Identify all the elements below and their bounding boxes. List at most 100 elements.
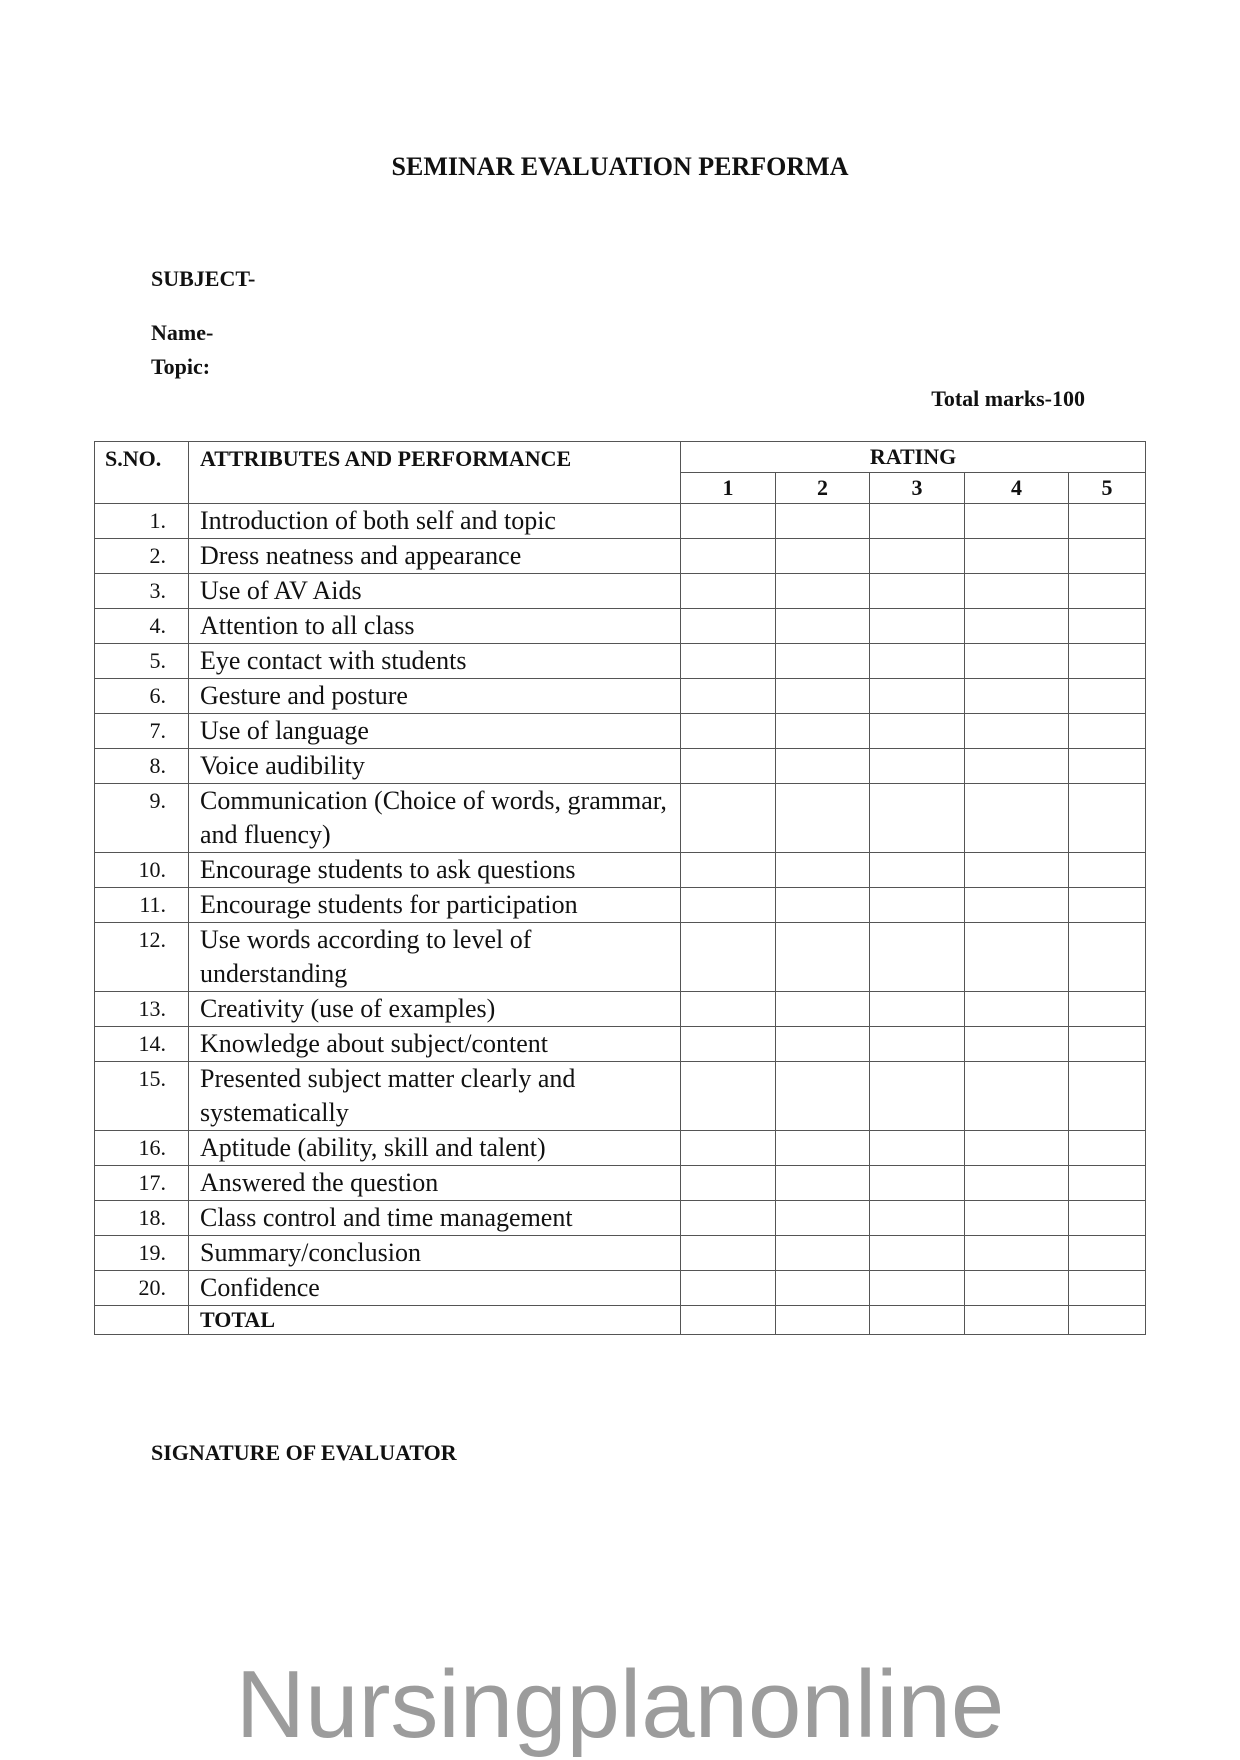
total-cell-4[interactable]	[964, 1305, 1069, 1335]
rating-cell-5[interactable]	[1067, 1200, 1147, 1236]
rating-cell-2[interactable]	[775, 783, 870, 853]
rating-cell-3[interactable]	[869, 678, 965, 714]
rating-cell-4[interactable]	[964, 503, 1069, 539]
rating-cell-1[interactable]	[680, 852, 776, 888]
rating-cell-4[interactable]	[964, 748, 1069, 784]
rating-cell-1[interactable]	[680, 1026, 776, 1062]
rating-cell-4[interactable]	[964, 991, 1069, 1027]
rating-cell-1[interactable]	[680, 643, 776, 679]
rating-cell-2[interactable]	[775, 991, 870, 1027]
total-cell-1[interactable]	[680, 1305, 776, 1335]
rating-cell-4[interactable]	[964, 643, 1069, 679]
rating-cell-4[interactable]	[964, 573, 1069, 609]
rating-cell-3[interactable]	[869, 748, 965, 784]
rating-cell-1[interactable]	[680, 503, 776, 539]
rating-cell-1[interactable]	[680, 1165, 776, 1201]
rating-cell-3[interactable]	[869, 852, 965, 888]
rating-cell-5[interactable]	[1067, 852, 1147, 888]
rating-cell-4[interactable]	[964, 922, 1069, 992]
total-cell-2[interactable]	[775, 1305, 870, 1335]
rating-cell-3[interactable]	[869, 922, 965, 992]
rating-cell-2[interactable]	[775, 1061, 870, 1131]
rating-cell-3[interactable]	[869, 991, 965, 1027]
rating-cell-3[interactable]	[869, 713, 965, 749]
rating-cell-3[interactable]	[869, 887, 965, 923]
rating-cell-3[interactable]	[869, 1026, 965, 1062]
rating-cell-3[interactable]	[869, 1061, 965, 1131]
rating-cell-4[interactable]	[964, 538, 1069, 574]
rating-cell-5[interactable]	[1067, 713, 1147, 749]
rating-cell-4[interactable]	[964, 1026, 1069, 1062]
rating-cell-1[interactable]	[680, 748, 776, 784]
rating-cell-1[interactable]	[680, 713, 776, 749]
rating-cell-1[interactable]	[680, 1200, 776, 1236]
rating-cell-1[interactable]	[680, 1235, 776, 1271]
rating-cell-3[interactable]	[869, 1270, 965, 1306]
rating-cell-5[interactable]	[1067, 748, 1147, 784]
rating-cell-5[interactable]	[1067, 503, 1147, 539]
rating-cell-4[interactable]	[964, 887, 1069, 923]
rating-cell-1[interactable]	[680, 678, 776, 714]
rating-cell-3[interactable]	[869, 538, 965, 574]
rating-cell-2[interactable]	[775, 922, 870, 992]
rating-cell-1[interactable]	[680, 783, 776, 853]
total-cell-5[interactable]	[1067, 1305, 1147, 1335]
rating-cell-4[interactable]	[964, 1200, 1069, 1236]
rating-cell-2[interactable]	[775, 678, 870, 714]
rating-cell-1[interactable]	[680, 991, 776, 1027]
rating-cell-3[interactable]	[869, 1235, 965, 1271]
rating-cell-5[interactable]	[1067, 783, 1147, 853]
rating-cell-5[interactable]	[1067, 643, 1147, 679]
rating-cell-2[interactable]	[775, 1165, 870, 1201]
rating-cell-5[interactable]	[1067, 1026, 1147, 1062]
rating-cell-4[interactable]	[964, 1235, 1069, 1271]
rating-cell-4[interactable]	[964, 1061, 1069, 1131]
rating-cell-1[interactable]	[680, 887, 776, 923]
rating-cell-4[interactable]	[964, 1130, 1069, 1166]
rating-cell-5[interactable]	[1067, 887, 1147, 923]
rating-cell-2[interactable]	[775, 748, 870, 784]
rating-cell-3[interactable]	[869, 643, 965, 679]
rating-cell-5[interactable]	[1067, 1165, 1147, 1201]
rating-cell-5[interactable]	[1067, 1130, 1147, 1166]
rating-cell-2[interactable]	[775, 713, 870, 749]
rating-cell-1[interactable]	[680, 1061, 776, 1131]
rating-cell-1[interactable]	[680, 1130, 776, 1166]
rating-cell-4[interactable]	[964, 678, 1069, 714]
rating-cell-5[interactable]	[1067, 678, 1147, 714]
rating-cell-3[interactable]	[869, 503, 965, 539]
rating-cell-2[interactable]	[775, 1235, 870, 1271]
rating-cell-2[interactable]	[775, 573, 870, 609]
rating-cell-3[interactable]	[869, 1200, 965, 1236]
rating-cell-5[interactable]	[1067, 1270, 1147, 1306]
rating-cell-1[interactable]	[680, 1270, 776, 1306]
rating-cell-2[interactable]	[775, 887, 870, 923]
rating-cell-3[interactable]	[869, 783, 965, 853]
rating-cell-2[interactable]	[775, 538, 870, 574]
rating-cell-1[interactable]	[680, 538, 776, 574]
rating-cell-1[interactable]	[680, 608, 776, 644]
rating-cell-2[interactable]	[775, 1200, 870, 1236]
rating-cell-5[interactable]	[1067, 538, 1147, 574]
rating-cell-2[interactable]	[775, 852, 870, 888]
rating-cell-1[interactable]	[680, 922, 776, 992]
rating-cell-5[interactable]	[1067, 1235, 1147, 1271]
rating-cell-3[interactable]	[869, 1165, 965, 1201]
rating-cell-3[interactable]	[869, 608, 965, 644]
rating-cell-4[interactable]	[964, 1165, 1069, 1201]
rating-cell-4[interactable]	[964, 713, 1069, 749]
rating-cell-5[interactable]	[1067, 922, 1147, 992]
rating-cell-4[interactable]	[964, 783, 1069, 853]
rating-cell-2[interactable]	[775, 1130, 870, 1166]
rating-cell-5[interactable]	[1067, 1061, 1147, 1131]
rating-cell-3[interactable]	[869, 573, 965, 609]
rating-cell-2[interactable]	[775, 1026, 870, 1062]
total-cell-3[interactable]	[869, 1305, 965, 1335]
rating-cell-5[interactable]	[1067, 573, 1147, 609]
rating-cell-4[interactable]	[964, 1270, 1069, 1306]
rating-cell-5[interactable]	[1067, 608, 1147, 644]
rating-cell-3[interactable]	[869, 1130, 965, 1166]
rating-cell-4[interactable]	[964, 608, 1069, 644]
rating-cell-4[interactable]	[964, 852, 1069, 888]
rating-cell-2[interactable]	[775, 1270, 870, 1306]
